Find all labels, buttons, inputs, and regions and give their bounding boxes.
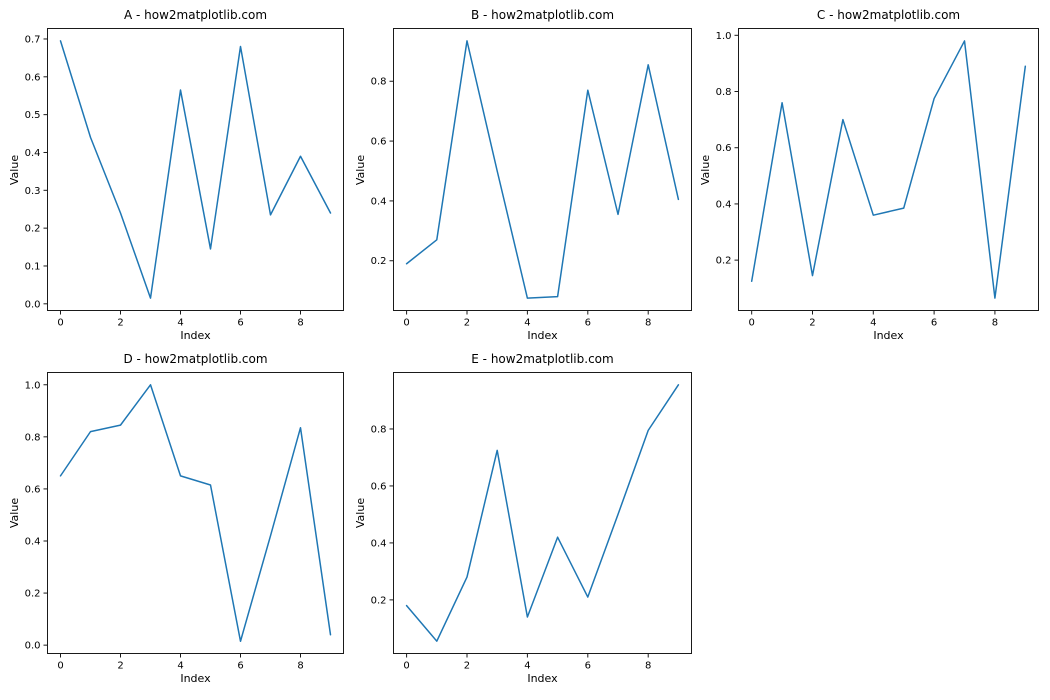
y-tick-label: 1.0	[716, 31, 732, 42]
x-tick-label: 2	[117, 318, 123, 329]
x-tick-label: 0	[748, 318, 754, 329]
x-tick-label: 8	[297, 318, 303, 329]
x-axis-ticks: 0 2 4 6 8	[403, 654, 651, 672]
subplot-b-title: B - how2matplotlib.com	[470, 8, 615, 22]
y-tick-label: 0.6	[371, 481, 387, 492]
y-tick-label: 0.8	[25, 432, 41, 443]
y-tick-label: 1.0	[25, 380, 41, 391]
x-tick-label: 8	[992, 318, 998, 329]
y-tick-label: 0.2	[716, 256, 732, 267]
subplot-e-axes: 0 2 4 6 8 0.2 0.4 0.6 0.8	[371, 372, 692, 672]
subplot-e-ylabel: Value	[354, 497, 367, 529]
line-series-e	[405, 384, 680, 642]
x-tick-label: 0	[57, 661, 63, 672]
axes-frame	[47, 372, 344, 654]
y-axis-ticks: 0.2 0.4 0.6 0.8	[371, 77, 393, 267]
x-tick-label: 2	[809, 318, 815, 329]
x-tick-label: 2	[464, 661, 470, 672]
y-tick-label: 0.8	[371, 77, 387, 88]
x-axis-ticks: 0 2 4 6 8	[748, 311, 998, 329]
line-series-d	[59, 384, 332, 642]
subplot-a-ylabel: Value	[8, 154, 21, 185]
subplot-a-title: A - how2matplotlib.com	[123, 8, 268, 22]
y-tick-label: 0.2	[371, 256, 387, 267]
x-tick-label: 4	[177, 661, 183, 672]
y-tick-label: 0.2	[25, 589, 41, 600]
y-tick-label: 0.4	[716, 199, 732, 210]
x-tick-label: 2	[117, 661, 123, 672]
y-tick-label: 0.2	[371, 595, 387, 606]
subplot-b-axes: 0 2 4 6 8 0.2 0.4 0.6 0.8	[371, 28, 692, 329]
y-tick-label: 0.0	[25, 641, 41, 652]
subplot-d-xlabel: Index	[180, 672, 211, 685]
y-tick-label: 0.6	[716, 143, 732, 154]
subplot-a-xlabel: Index	[180, 329, 211, 342]
axes-frame	[738, 28, 1039, 311]
y-tick-label: 0.7	[25, 34, 41, 45]
x-tick-label: 0	[57, 318, 63, 329]
axes-frame	[47, 28, 344, 311]
y-tick-label: 0.1	[25, 261, 41, 272]
subplot-d-title: D - how2matplotlib.com	[123, 352, 268, 366]
y-tick-label: 0.4	[371, 538, 387, 549]
x-tick-label: 0	[403, 318, 409, 329]
y-axis-ticks: 0.2 0.4 0.6 0.8	[371, 424, 393, 606]
x-tick-label: 6	[585, 661, 591, 672]
axes-frame	[393, 372, 692, 654]
y-tick-label: 0.6	[371, 137, 387, 148]
x-tick-label: 4	[524, 661, 530, 672]
subplot-b-ylabel: Value	[354, 154, 367, 185]
subplot-d-ylabel: Value	[8, 497, 21, 529]
y-tick-label: 0.8	[371, 424, 387, 435]
x-tick-label: 8	[645, 318, 651, 329]
x-tick-label: 6	[931, 318, 937, 329]
axes-frame	[393, 28, 692, 311]
subplot-c-xlabel: Index	[873, 329, 904, 342]
y-tick-label: 0.3	[25, 186, 41, 197]
y-tick-label: 0.4	[25, 148, 41, 159]
subplot-e-title: E - how2matplotlib.com	[471, 352, 614, 366]
y-tick-label: 0.4	[25, 536, 41, 547]
y-axis-ticks: 0.0 0.2 0.4 0.6 0.8 1.0	[25, 380, 47, 652]
x-axis-ticks: 0 2 4 6 8	[57, 311, 304, 329]
subplot-d-axes: 0 2 4 6 8 0.0 0.2 0.4 0.6 0.8 1.0	[25, 372, 344, 672]
y-tick-label: 0.6	[25, 72, 41, 83]
x-axis-ticks: 0 2 4 6 8	[403, 311, 651, 329]
x-tick-label: 4	[524, 318, 530, 329]
x-tick-label: 2	[464, 318, 470, 329]
y-axis-ticks: 0.0 0.1 0.2 0.3 0.4 0.5 0.6 0.7	[25, 34, 47, 310]
x-axis-ticks: 0 2 4 6 8	[57, 654, 304, 672]
y-tick-label: 0.5	[25, 110, 41, 121]
line-series-b	[405, 40, 680, 299]
y-tick-label: 0.6	[25, 484, 41, 495]
x-tick-label: 6	[237, 318, 243, 329]
x-tick-label: 6	[585, 318, 591, 329]
x-tick-label: 4	[870, 318, 876, 329]
x-tick-label: 4	[177, 318, 183, 329]
x-tick-label: 8	[297, 661, 303, 672]
subplot-b-xlabel: Index	[527, 329, 558, 342]
y-tick-label: 0.8	[716, 87, 732, 98]
line-series-c	[750, 40, 1027, 299]
y-tick-label: 0.2	[25, 224, 41, 235]
subplot-c-title: C - how2matplotlib.com	[816, 8, 961, 22]
subplot-e-xlabel: Index	[527, 672, 558, 685]
y-tick-label: 0.0	[25, 299, 41, 310]
subplot-c-ylabel: Value	[699, 154, 712, 185]
x-tick-label: 6	[237, 661, 243, 672]
y-axis-ticks: 0.2 0.4 0.6 0.8 1.0	[716, 31, 738, 267]
x-tick-label: 0	[403, 661, 409, 672]
y-tick-label: 0.4	[371, 196, 387, 207]
x-tick-label: 8	[645, 661, 651, 672]
subplot-a-axes: 0 2 4 6 8 0.0 0.1 0.2 0.3 0.4 0.5 0.6 0.7	[25, 28, 344, 329]
line-series-a	[59, 40, 332, 299]
subplot-c-axes: 0 2 4 6 8 0.2 0.4 0.6 0.8 1.0	[716, 28, 1039, 329]
